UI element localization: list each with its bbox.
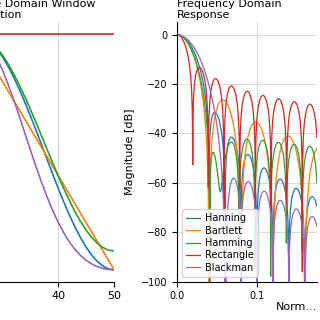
Rectangle bbox=[268, 139, 272, 142]
Line: Blackman: Blackman bbox=[177, 35, 320, 320]
Hamming bbox=[221, 170, 225, 174]
Line: Rectangle: Rectangle bbox=[177, 35, 320, 272]
Hamming bbox=[175, 33, 179, 37]
Rectangle bbox=[221, 118, 225, 122]
Line: Hanning: Hanning bbox=[177, 35, 320, 320]
Y-axis label: Magnitude [dB]: Magnitude [dB] bbox=[125, 109, 135, 195]
Rectangle bbox=[185, 47, 188, 51]
Rectangle bbox=[271, 115, 275, 119]
Blackman bbox=[268, 208, 272, 212]
Rectangle bbox=[300, 270, 304, 274]
Bartlett bbox=[175, 33, 179, 37]
Hanning bbox=[212, 111, 216, 115]
Text: Time Domain Window
Function: Time Domain Window Function bbox=[0, 0, 96, 20]
Hanning bbox=[221, 146, 225, 149]
Rectangle bbox=[212, 77, 216, 81]
Hanning bbox=[175, 33, 179, 37]
Rectangle bbox=[175, 33, 179, 37]
Bartlett bbox=[185, 39, 188, 43]
Blackman bbox=[212, 108, 216, 112]
Hanning bbox=[271, 234, 275, 238]
Hamming bbox=[185, 39, 188, 43]
Bartlett bbox=[268, 187, 272, 191]
Hanning bbox=[268, 186, 272, 190]
Hamming bbox=[271, 155, 275, 159]
Blackman bbox=[175, 33, 179, 37]
Hanning bbox=[241, 165, 245, 169]
Line: Bartlett: Bartlett bbox=[177, 35, 320, 320]
X-axis label: Norm...: Norm... bbox=[276, 302, 317, 312]
Hamming bbox=[241, 143, 245, 147]
Hamming bbox=[208, 291, 212, 295]
Hanning bbox=[185, 38, 188, 42]
Blackman bbox=[241, 195, 245, 198]
Bartlett bbox=[221, 98, 225, 102]
Hamming bbox=[268, 208, 272, 212]
Legend: Hanning, Bartlett, Hamming, Rectangle, Blackman: Hanning, Bartlett, Hamming, Rectangle, B… bbox=[182, 209, 258, 277]
Bartlett bbox=[241, 177, 245, 180]
Blackman bbox=[185, 36, 188, 40]
Bartlett bbox=[271, 281, 275, 285]
Hamming bbox=[212, 153, 216, 157]
Blackman bbox=[271, 256, 275, 260]
Line: Hamming: Hamming bbox=[177, 35, 320, 293]
Rectangle bbox=[241, 97, 245, 101]
Bartlett bbox=[212, 118, 216, 122]
Blackman bbox=[221, 195, 225, 199]
Text: Frequency Domain
Response: Frequency Domain Response bbox=[177, 0, 282, 20]
